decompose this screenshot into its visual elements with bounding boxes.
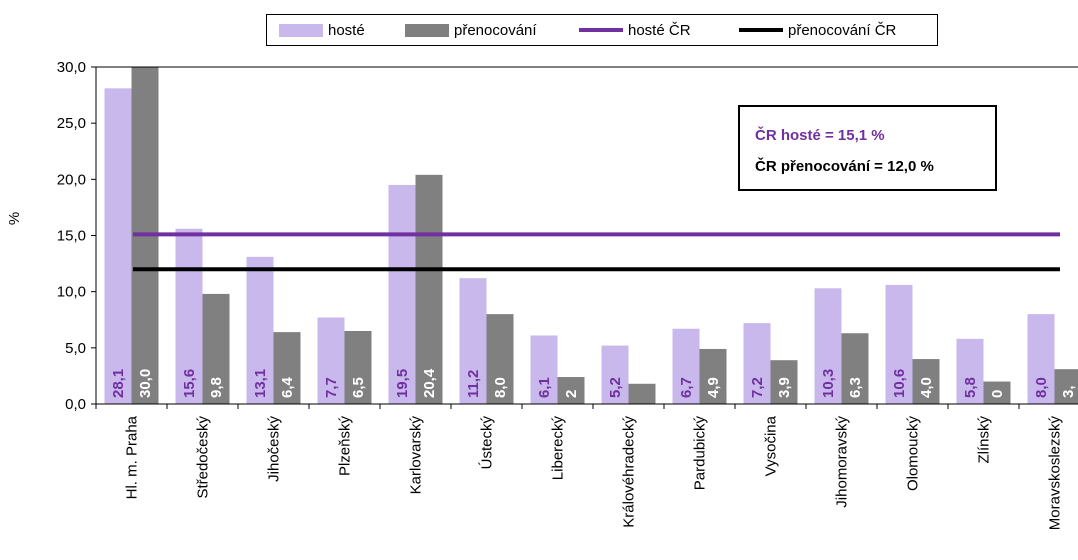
y-tick-label-5: 25,0 xyxy=(57,115,86,132)
bar-0-6 xyxy=(530,335,558,404)
bar-1-7 xyxy=(628,383,656,404)
x-tick-label-5: Ústecký xyxy=(479,416,496,470)
data-label-0-5: 11,2 xyxy=(465,370,482,398)
data-label-0-9: 7,2 xyxy=(749,377,766,398)
data-label-1-9: 3,9 xyxy=(776,377,793,398)
data-label-0-8: 6,7 xyxy=(678,377,695,398)
x-tick-label-9: Vysočina xyxy=(763,415,780,476)
y-tick-label-3: 15,0 xyxy=(57,228,86,245)
data-label-0-6: 6,1 xyxy=(536,377,553,398)
bar-1-8 xyxy=(699,348,727,404)
annotation-hoste: ČR hosté = 15,1 % xyxy=(755,127,885,144)
legend-item-prenocovani: přenocování xyxy=(405,15,537,45)
data-label-1-11: 4,0 xyxy=(918,377,935,398)
data-label-0-0: 28,1 xyxy=(110,369,127,398)
x-tick-label-10: Jihomoravský xyxy=(834,416,851,508)
data-label-1-10: 6,3 xyxy=(847,377,864,398)
bar-0-1 xyxy=(175,228,203,404)
bar-0-13 xyxy=(1027,314,1055,404)
data-label-0-4: 19,5 xyxy=(394,369,411,398)
x-tick-label-6: Liberecký xyxy=(550,416,567,481)
x-tick-label-3: Plzeňský xyxy=(337,416,354,477)
annotation-prenocovani: ČR přenocování = 12,0 % xyxy=(755,158,934,175)
data-label-1-6: 2 xyxy=(563,390,580,398)
y-tick-label-6: 30,0 xyxy=(57,59,86,76)
legend-label-hoste: hosté xyxy=(328,21,365,39)
data-label-1-0: 30,0 xyxy=(137,369,154,398)
data-label-0-2: 13,1 xyxy=(252,369,269,398)
bar-1-11 xyxy=(912,359,940,404)
bar-0-5 xyxy=(459,278,487,404)
data-label-1-1: 9,8 xyxy=(208,377,225,398)
bar-0-7 xyxy=(601,345,629,404)
legend-line-hoste-cr xyxy=(579,28,623,32)
bar-1-3 xyxy=(344,330,372,404)
x-tick-label-12: Zlínský xyxy=(976,416,993,464)
legend-label-prenocovani-cr: přenocování ČR xyxy=(788,21,897,39)
y-tick-label-1: 5,0 xyxy=(65,340,86,357)
legend-item-prenocovani-cr: přenocování ČR xyxy=(739,15,896,45)
data-label-0-1: 15,6 xyxy=(181,369,198,398)
x-tick-label-8: Pardubický xyxy=(692,416,709,491)
data-label-1-12: 0 xyxy=(989,390,1006,398)
legend-item-hoste: hosté xyxy=(279,15,365,45)
legend-label-prenocovani: přenocování xyxy=(454,21,537,39)
bar-0-9 xyxy=(743,323,771,404)
data-label-1-13: 3, xyxy=(1060,385,1077,398)
bar-0-2 xyxy=(246,256,274,404)
legend-line-prenocovani-cr xyxy=(739,28,783,32)
bar-0-0 xyxy=(104,88,132,405)
y-tick-label-4: 20,0 xyxy=(57,171,86,188)
bar-1-9 xyxy=(770,360,798,404)
bar-0-10 xyxy=(814,288,842,404)
bar-0-8 xyxy=(672,328,700,404)
x-tick-label-11: Olomoucký xyxy=(905,416,922,492)
data-label-0-13: 8,0 xyxy=(1033,377,1050,398)
x-tick-label-13: Moravskoslezský xyxy=(1047,416,1064,531)
y-tick-label-2: 10,0 xyxy=(57,284,86,301)
x-tick-label-7: Královéhradecký xyxy=(621,416,638,528)
data-label-1-2: 6,4 xyxy=(279,376,296,398)
bar-1-5 xyxy=(486,314,514,404)
data-label-1-3: 6,5 xyxy=(350,377,367,398)
bar-1-13 xyxy=(1054,369,1078,404)
bar-1-1 xyxy=(202,293,230,404)
x-tick-label-4: Karlovarský xyxy=(408,416,425,495)
x-tick-label-2: Jihočeský xyxy=(266,416,283,482)
data-label-1-5: 8,0 xyxy=(492,377,509,398)
data-label-1-8: 4,9 xyxy=(705,377,722,398)
bar-0-4 xyxy=(388,184,416,404)
x-tick-label-1: Středočeský xyxy=(195,416,212,499)
bar-0-12 xyxy=(956,338,984,404)
legend-swatch-prenocovani xyxy=(405,23,449,37)
bar-1-2 xyxy=(273,332,301,404)
annotation-box: ČR hosté = 15,1 % ČR přenocování = 12,0 … xyxy=(738,105,997,191)
legend-item-hoste-cr: hosté ČR xyxy=(579,15,691,45)
x-tick-label-0: Hl. m. Praha xyxy=(124,415,141,499)
bar-0-3 xyxy=(317,317,345,404)
bar-1-4 xyxy=(415,174,443,404)
y-axis-label: % xyxy=(6,211,24,226)
data-label-0-11: 10,6 xyxy=(891,369,908,398)
bar-1-12 xyxy=(983,381,1011,404)
bar-1-10 xyxy=(841,333,869,404)
data-label-0-12: 5,8 xyxy=(962,377,979,398)
data-label-0-10: 10,3 xyxy=(820,369,837,398)
legend-label-hoste-cr: hosté ČR xyxy=(628,21,691,39)
bar-0-11 xyxy=(885,284,913,404)
data-label-0-7: 5,2 xyxy=(607,377,624,398)
legend-swatch-hoste xyxy=(279,23,323,37)
y-tick-label-0: 0,0 xyxy=(65,396,86,413)
data-label-1-4: 20,4 xyxy=(421,368,438,398)
legend: hosté přenocování hosté ČR přenocování Č… xyxy=(266,14,938,46)
bar-1-6 xyxy=(557,377,585,404)
data-label-0-3: 7,7 xyxy=(323,377,340,398)
